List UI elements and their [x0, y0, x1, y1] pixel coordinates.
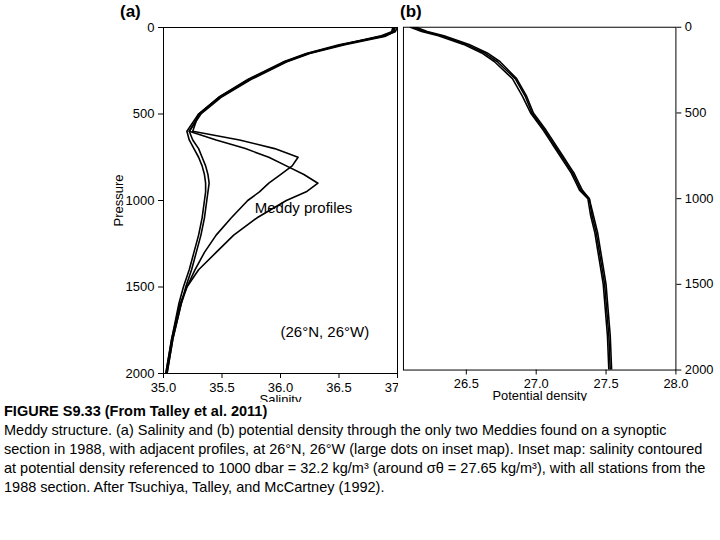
svg-text:35.0: 35.0: [151, 380, 176, 395]
svg-text:26.5: 26.5: [454, 376, 479, 391]
svg-text:Meddy profiles: Meddy profiles: [255, 199, 353, 216]
svg-text:500: 500: [685, 105, 706, 120]
html-text:Meddy structure. (a) Salinity: Meddy structure. (a) Salinity and (b) po…: [4, 422, 706, 495]
svg-text:36.5: 36.5: [326, 380, 351, 395]
html-text:(a): (a): [120, 2, 141, 21]
svg-text:27.0: 27.0: [523, 376, 549, 392]
svg-text:28.0: 28.0: [663, 376, 688, 391]
html-text:FIGURE S9.33 (From Talley et a: FIGURE S9.33 (From Talley et al. 2011): [4, 403, 268, 419]
svg-text:1500: 1500: [685, 276, 714, 291]
svg-text:1000: 1000: [126, 193, 155, 208]
html-text:(b): (b): [400, 2, 422, 21]
svg-text:1500: 1500: [126, 279, 155, 294]
svg-text:0: 0: [685, 19, 692, 34]
svg-text:Pressure: Pressure: [111, 174, 126, 226]
svg-text:Potential density: Potential density: [492, 388, 587, 401]
svg-text:500: 500: [133, 106, 155, 121]
svg-text:0: 0: [147, 20, 154, 35]
svg-text:2000: 2000: [685, 362, 714, 377]
svg-text:(26°N, 26°W): (26°N, 26°W): [281, 323, 370, 340]
svg-text:2000: 2000: [126, 366, 155, 381]
svg-text:27.5: 27.5: [594, 376, 619, 391]
svg-text:35.5: 35.5: [209, 380, 234, 395]
svg-text:1000: 1000: [685, 191, 714, 206]
svg-text:36.0: 36.0: [267, 379, 294, 395]
